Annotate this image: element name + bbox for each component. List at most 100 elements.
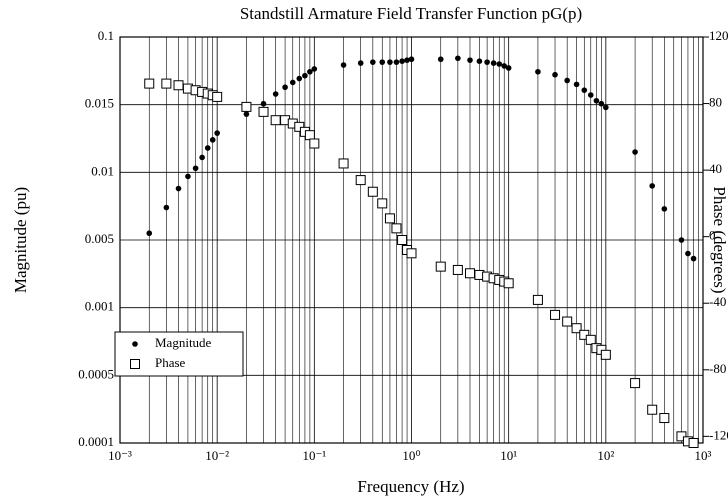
y-tick-label: 0.0001 <box>78 434 114 449</box>
phase-marker <box>384 213 395 224</box>
x-tick-label: 10⁻² <box>205 448 229 463</box>
phase-marker <box>355 175 366 186</box>
magnitude-marker <box>685 250 691 257</box>
phase-marker <box>659 413 670 424</box>
y2-tick-label: 0 <box>709 228 716 243</box>
phase-marker <box>212 91 223 102</box>
magnitude-marker <box>476 58 483 65</box>
magnitude-marker <box>302 72 308 79</box>
phase-marker <box>630 378 641 389</box>
magnitude-marker <box>404 57 410 63</box>
phase-marker <box>571 323 582 334</box>
x-tick-label: 10³ <box>695 448 712 463</box>
magnitude-marker <box>535 68 541 75</box>
x-tick-label: 10¹ <box>500 448 517 463</box>
magnitude-marker <box>214 130 220 136</box>
magnitude-marker <box>163 204 170 211</box>
magnitude-marker <box>593 97 600 104</box>
magnitude-marker <box>311 66 318 72</box>
magnitude-marker <box>209 137 216 143</box>
magnitude-marker <box>505 65 512 71</box>
magnitude-marker <box>678 237 685 243</box>
magnitude-marker <box>408 56 415 63</box>
y-tick-label: 0.001 <box>85 299 114 314</box>
magnitude-marker <box>192 165 199 172</box>
magnitude-marker <box>243 111 250 117</box>
magnitude-marker <box>340 62 347 68</box>
magnitude-marker <box>260 100 267 107</box>
legend-marker <box>132 341 138 347</box>
phase-marker <box>304 130 315 141</box>
phase-marker <box>397 235 408 245</box>
legend-label: Magnitude <box>155 335 212 350</box>
magnitude-marker <box>632 149 638 155</box>
y2-tick-label: 40 <box>709 161 722 176</box>
magnitude-marker <box>490 60 497 66</box>
y2-tick-label: -120 <box>709 427 728 442</box>
magnitude-marker <box>387 59 393 65</box>
magnitude-marker <box>399 58 405 65</box>
y2-axis-label: Phase (degrees) <box>710 186 728 293</box>
phase-marker <box>367 186 378 197</box>
magnitude-marker <box>185 173 191 180</box>
magnitude-marker <box>282 84 288 91</box>
magnitude-marker <box>501 63 508 69</box>
y-tick-label: 0.005 <box>85 231 114 246</box>
x-axis-label: Frequency (Hz) <box>357 477 464 496</box>
magnitude-marker <box>199 154 205 161</box>
phase-marker <box>377 198 388 209</box>
y-tick-label: 0.01 <box>91 163 114 178</box>
magnitude-marker <box>357 60 364 66</box>
x-tick-label: 10⁰ <box>402 448 420 463</box>
magnitude-marker <box>146 230 153 237</box>
x-tick-label: 10⁻³ <box>108 448 132 463</box>
magnitude-marker <box>379 59 386 65</box>
phase-marker <box>585 334 596 345</box>
phase-marker <box>406 248 417 259</box>
phase-marker <box>562 316 573 327</box>
phase-marker <box>173 80 184 91</box>
phase-marker <box>241 101 252 112</box>
phase-marker <box>452 264 463 275</box>
legend-label: Phase <box>155 355 186 370</box>
magnitude-marker <box>370 59 376 65</box>
y-tick-label: 0.015 <box>85 96 114 111</box>
phase-marker <box>600 349 611 360</box>
phase-marker <box>391 223 402 234</box>
magnitude-marker <box>564 77 570 84</box>
x-tick-label: 10² <box>597 448 614 463</box>
magnitude-marker <box>204 145 211 151</box>
magnitude-marker <box>598 100 605 107</box>
phase-marker <box>465 268 476 279</box>
magnitude-marker <box>307 68 313 75</box>
phase-marker <box>258 106 269 117</box>
phase-marker <box>338 158 349 169</box>
x-tick-label: 10⁻¹ <box>302 448 326 463</box>
phase-marker <box>309 138 320 149</box>
phase-marker <box>503 278 514 289</box>
magnitude-marker <box>587 92 594 98</box>
magnitude-marker <box>393 59 400 65</box>
phase-marker <box>532 294 543 305</box>
phase-marker <box>161 78 172 89</box>
y2-tick-label: -40 <box>709 294 726 309</box>
magnitude-marker <box>690 255 697 262</box>
magnitude-marker <box>496 61 503 67</box>
plot-frame <box>119 36 704 444</box>
magnitude-marker <box>437 56 444 63</box>
chart-title: Standstill Armature Field Transfer Funct… <box>240 4 582 23</box>
phase-marker <box>688 438 699 448</box>
magnitude-marker <box>661 206 668 212</box>
magnitude-marker <box>573 81 580 88</box>
y-tick-label: 0.0005 <box>78 366 114 381</box>
magnitude-marker <box>484 59 490 65</box>
magnitude-marker <box>552 71 558 78</box>
y-tick-label: 0.1 <box>98 28 114 43</box>
y2-tick-label: 80 <box>709 95 722 110</box>
y-axis-label: Magnitude (pu) <box>11 187 30 293</box>
magnitude-marker <box>175 185 182 192</box>
phase-marker <box>647 404 658 415</box>
y2-tick-label: 120 <box>709 28 728 43</box>
phase-marker <box>435 261 446 272</box>
